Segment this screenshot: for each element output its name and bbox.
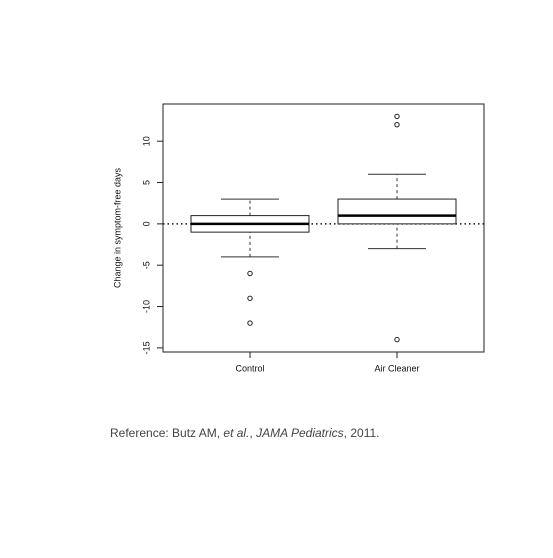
plot-frame — [162, 103, 485, 353]
y-tick-label: 0 — [141, 221, 151, 226]
reference-text: , 2011. — [344, 426, 380, 440]
y-tick-label: 5 — [141, 180, 151, 185]
box — [337, 198, 457, 225]
x-tick-label: Air Cleaner — [374, 363, 419, 373]
outlier — [247, 295, 253, 301]
x-tick-label: Control — [235, 363, 264, 373]
reference-text: JAMA Pediatrics — [255, 426, 344, 440]
y-axis-label: Change in symptom-free days — [112, 167, 122, 288]
y-tick-label: -5 — [141, 261, 151, 269]
outlier — [394, 113, 400, 120]
reference-text: et al. — [223, 426, 249, 440]
reference-text: Reference: Butz AM, — [110, 426, 223, 440]
outlier — [247, 270, 253, 277]
outlier — [394, 336, 400, 343]
outlier — [394, 121, 400, 128]
y-tick-label: -15 — [141, 341, 151, 354]
y-tick-label: -10 — [141, 300, 151, 313]
reference: Reference: Butz AM, et al., JAMA Pediatr… — [110, 426, 379, 440]
reference-text: , — [249, 426, 256, 440]
y-tick-label: 10 — [141, 136, 151, 146]
outlier — [247, 320, 253, 326]
